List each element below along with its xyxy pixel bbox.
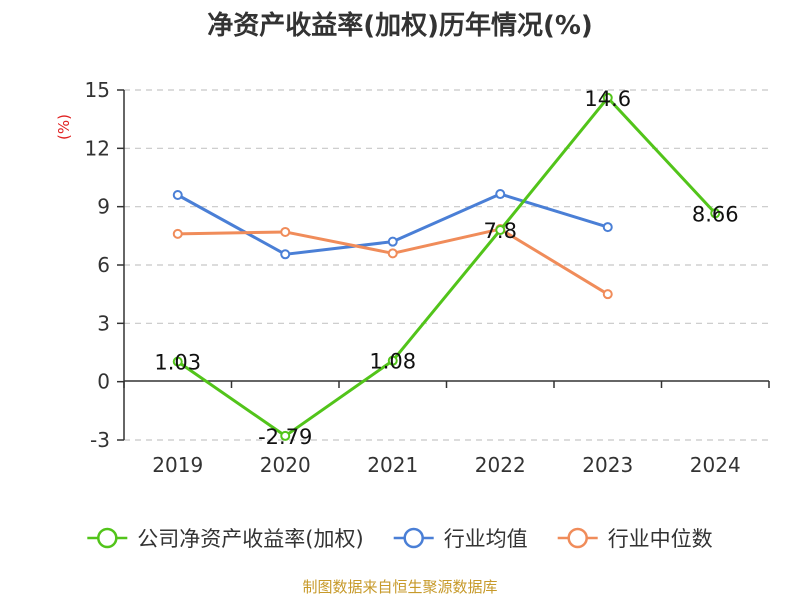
series-point-1[interactable] [602,222,613,233]
x-tick-label: 2022 [475,453,526,477]
x-tick-label: 2019 [152,453,203,477]
x-tick-label: 2020 [260,453,311,477]
chart-title: 净资产收益率(加权)历年情况(%) [207,10,593,41]
series-point-0[interactable] [495,225,506,235]
x-axis-ticks: 2019 2020 2021 2022 2023 2024 [123,381,770,477]
y-tick-label: 12 [85,136,110,160]
series-point-0[interactable] [280,430,291,441]
data-label: 7.8 [484,219,517,243]
data-labels: 1.03 -2.79 1.08 7.8 14.6 8.66 [154,87,738,449]
data-label: 1.03 [154,351,201,375]
series-point-2[interactable] [387,248,398,259]
series-point-2[interactable] [172,228,183,239]
legend-item-0[interactable]: 公司净资产收益率(加权) [87,527,364,551]
data-label: 8.66 [692,202,739,226]
legend-symbol-circle [567,527,588,549]
y-tick-label: -3 [90,428,110,452]
x-tick-label: 2021 [367,453,418,477]
series-point-0[interactable] [387,355,398,366]
data-label: 14.6 [584,87,631,111]
legend-symbol-circle [403,527,424,549]
grid-lines [124,89,769,441]
source-footer: 制图数据来自恒生聚源数据库 [302,578,497,596]
y-tick-label: 3 [97,311,110,335]
legend-label: 公司净资产收益率(加权) [137,527,363,551]
series-point-2[interactable] [602,289,613,300]
y-tick-label: 6 [97,253,110,277]
data-label: 1.08 [369,350,416,374]
series-point-1[interactable] [280,249,291,260]
y-tick-label: 0 [97,370,110,394]
legend-item-1[interactable]: 行业均值 [393,527,528,551]
data-label: -2.79 [258,425,312,449]
y-axis-ticks: 15 12 9 6 3 0 -3 [85,78,124,452]
legend-label: 行业均值 [444,527,528,551]
series-lines [172,92,721,441]
legend[interactable]: 公司净资产收益率(加权) 行业均值 行业中位数 [87,527,713,551]
series-point-1[interactable] [495,189,506,200]
series-point-1[interactable] [172,190,183,200]
series-line-0 [176,96,717,438]
series-point-0[interactable] [172,356,183,367]
legend-symbol-circle [97,527,118,549]
y-tick-label: 9 [97,195,110,219]
series-point-0[interactable] [710,208,721,219]
y-axis-unit-label: (%) [55,114,73,140]
x-tick-label: 2023 [582,453,633,477]
x-tick-label: 2024 [690,453,741,477]
legend-item-2[interactable]: 行业中位数 [557,527,713,551]
y-tick-label: 15 [85,78,110,102]
legend-label: 行业中位数 [608,527,713,551]
series-point-1[interactable] [387,236,398,247]
series-point-0[interactable] [602,92,613,103]
series-point-2[interactable] [280,226,291,237]
